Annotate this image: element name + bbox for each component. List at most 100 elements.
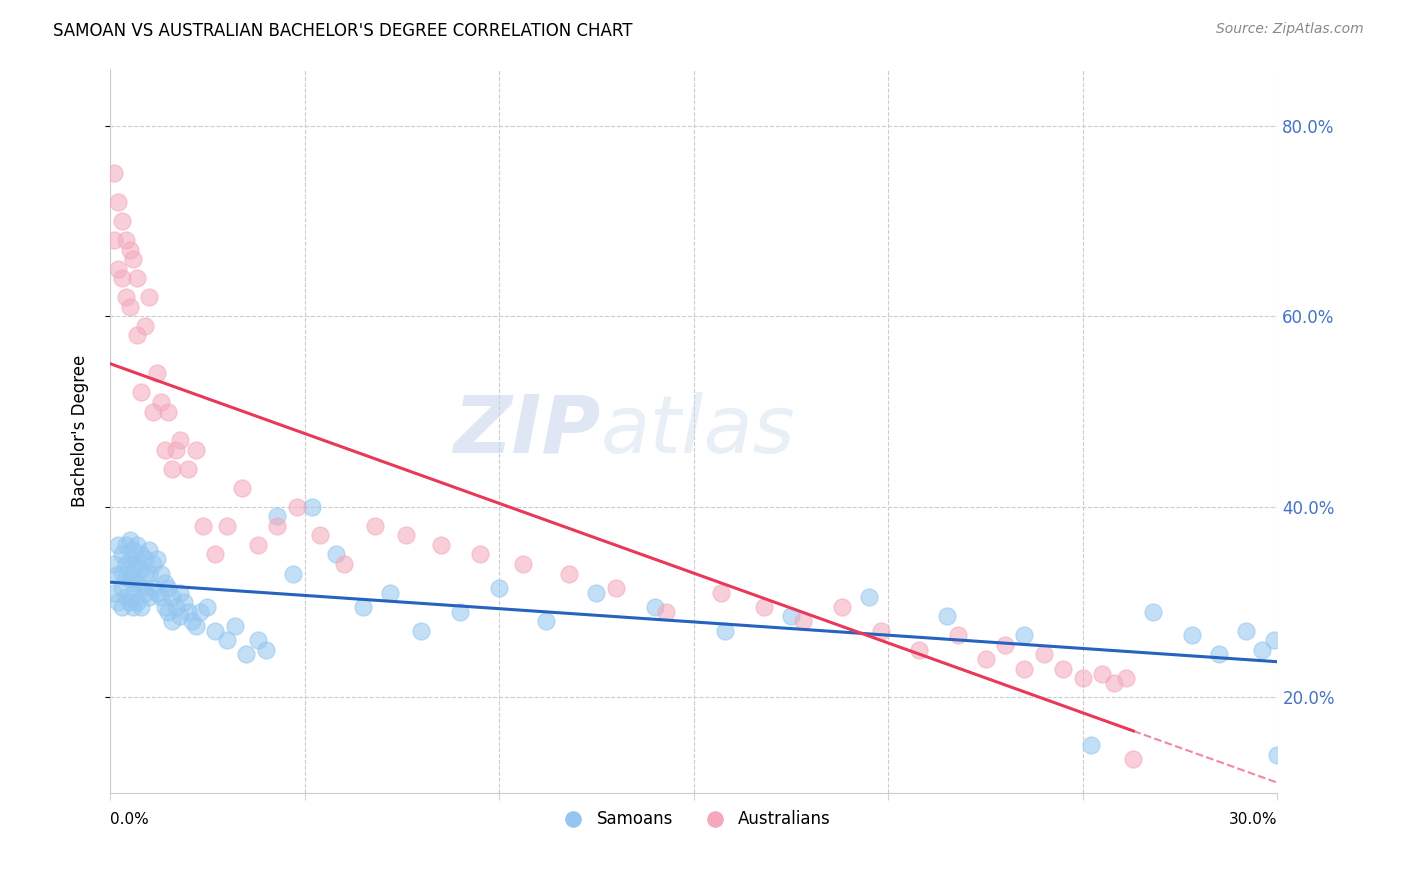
Point [107,566,129,581]
Text: 0.0%: 0.0% [110,812,149,827]
Point [1208,648,1230,662]
Point [204,624,226,638]
Point [138,591,160,605]
Point [173,595,195,609]
Point [301,500,323,514]
Point [118,300,141,314]
Point [363,519,385,533]
Point [165,599,187,614]
Point [231,481,253,495]
Point [512,557,534,571]
Point [107,538,129,552]
Point [127,557,149,571]
Point [352,599,374,614]
Point [558,566,581,581]
Point [157,581,180,595]
Point [138,290,160,304]
Point [118,571,141,585]
Point [107,261,129,276]
Point [714,624,737,638]
Point [122,252,145,266]
Point [1014,662,1036,676]
Point [129,581,152,595]
Point [188,605,211,619]
Point [129,548,152,562]
Point [114,557,136,571]
Point [145,552,167,566]
Point [114,233,136,247]
Point [266,509,288,524]
Text: ZIP: ZIP [453,392,600,469]
Point [114,591,136,605]
Point [111,548,134,562]
Point [994,638,1017,652]
Point [1181,628,1204,642]
Point [134,566,156,581]
Point [138,542,160,557]
Text: atlas: atlas [600,392,796,469]
Point [1142,605,1164,619]
Point [118,552,141,566]
Point [488,581,510,595]
Point [215,519,238,533]
Point [332,557,354,571]
Point [215,633,238,648]
Point [169,585,191,599]
Point [134,552,156,566]
Point [285,500,308,514]
Point [162,591,184,605]
Point [224,619,246,633]
Point [127,576,149,591]
Point [169,433,191,447]
Point [1091,666,1114,681]
Point [153,442,176,457]
Point [118,243,141,257]
Point [831,599,853,614]
Point [111,566,134,581]
Point [177,461,200,475]
Point [246,538,269,552]
Point [1267,747,1289,762]
Point [129,385,152,400]
Y-axis label: Bachelor's Degree: Bachelor's Degree [72,354,89,507]
Point [142,581,165,595]
Point [122,557,145,571]
Point [103,585,125,599]
Point [145,367,167,381]
Point [122,585,145,599]
Point [180,614,202,628]
Point [1250,642,1272,657]
Point [254,642,277,657]
Point [204,548,226,562]
Point [380,585,402,599]
Point [449,605,471,619]
Point [908,642,931,657]
Point [149,591,172,605]
Point [184,442,207,457]
Point [129,599,152,614]
Point [1032,648,1054,662]
Point [184,619,207,633]
Point [974,652,997,666]
Point [1080,738,1102,752]
Point [534,614,557,628]
Point [1115,671,1137,685]
Point [585,585,607,599]
Point [129,562,152,576]
Point [111,214,134,228]
Point [142,557,165,571]
Point [1263,633,1285,648]
Point [177,605,200,619]
Point [411,624,433,638]
Point [309,528,332,542]
Point [162,614,184,628]
Point [145,585,167,599]
Point [655,605,678,619]
Point [114,538,136,552]
Point [127,271,149,285]
Point [127,595,149,609]
Point [134,318,156,333]
Point [1014,628,1036,642]
Point [157,605,180,619]
Point [752,599,775,614]
